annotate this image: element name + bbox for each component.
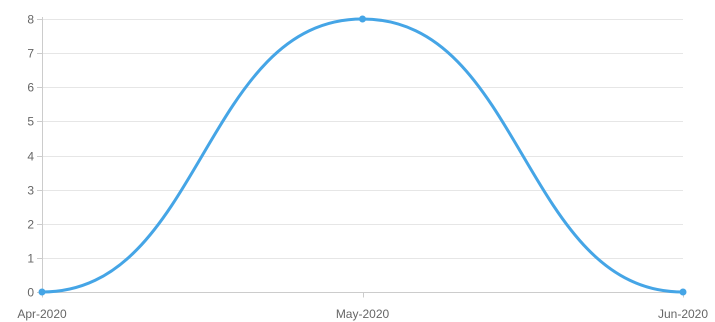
data-point-Apr-2020[interactable] bbox=[38, 288, 46, 296]
y-tick-label: 2 bbox=[27, 218, 34, 232]
data-point-May-2020[interactable] bbox=[359, 15, 366, 23]
axes bbox=[37, 17, 684, 298]
y-tick-label: 4 bbox=[27, 150, 34, 164]
y-tick-label: 5 bbox=[27, 115, 34, 129]
x-tick-label: Apr-2020 bbox=[17, 307, 67, 321]
y-tick-labels: 0 1 2 3 4 5 6 7 8 bbox=[27, 13, 34, 300]
gridlines bbox=[42, 19, 683, 259]
y-tick-label: 6 bbox=[27, 81, 34, 95]
data-point-Jun-2020[interactable] bbox=[679, 288, 687, 296]
y-tick-label: 1 bbox=[27, 252, 34, 266]
y-tick-label: 8 bbox=[27, 13, 34, 27]
series-line-0 bbox=[40, 17, 685, 294]
y-tick-label: 7 bbox=[27, 47, 34, 61]
data-points bbox=[38, 15, 687, 296]
y-tick-label: 0 bbox=[27, 286, 34, 300]
x-tick-label: Jun-2020 bbox=[658, 307, 708, 321]
series bbox=[40, 17, 685, 294]
y-tick-label: 3 bbox=[27, 184, 34, 198]
x-tick-labels: Apr-2020 May-2020 Jun-2020 bbox=[17, 307, 708, 321]
x-tick-label: May-2020 bbox=[336, 307, 390, 321]
